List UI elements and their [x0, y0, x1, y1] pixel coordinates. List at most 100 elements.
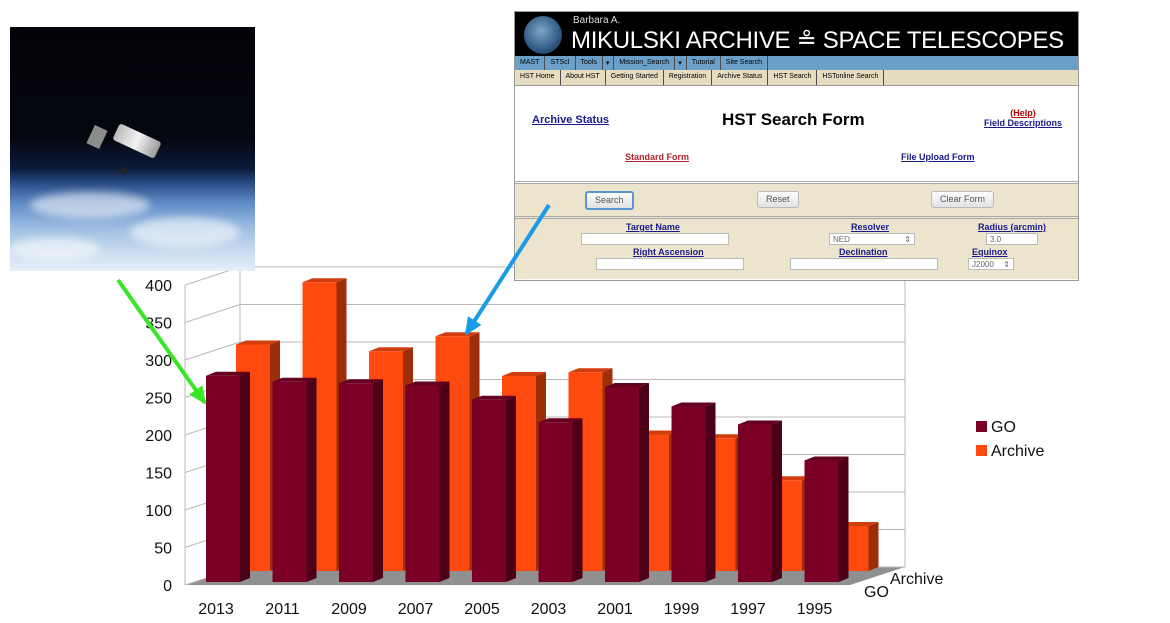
nav-item-hst-home[interactable]: HST Home [515, 70, 561, 85]
target-name-input[interactable] [581, 233, 729, 245]
equinox-select[interactable]: J2000 ⇕ [968, 258, 1014, 270]
satellite-icon [112, 123, 162, 159]
nav-item-archive-status[interactable]: Archive Status [712, 70, 769, 85]
bar-go [272, 381, 307, 582]
declination-input[interactable] [790, 258, 938, 270]
updown-icon: ⇕ [904, 235, 911, 244]
legend-swatch [976, 421, 987, 432]
chevron-down-icon[interactable]: ▾ [603, 56, 615, 70]
bar-go-side [705, 402, 716, 582]
x-tick-label: 2003 [531, 601, 567, 618]
nav-item-hst-search[interactable]: HST Search [768, 70, 818, 85]
standard-form-link[interactable]: Standard Form [625, 152, 690, 162]
nav-item-mission-search[interactable]: Mission_Search [614, 56, 676, 70]
legend-label: Archive [991, 443, 1044, 460]
bar-go [738, 424, 772, 582]
search-button[interactable]: Search [585, 191, 634, 210]
nav-item-site-search[interactable]: Site Search [721, 56, 768, 70]
right-ascension-input[interactable] [596, 258, 744, 270]
mast-header-pre: Barbara A. [573, 15, 621, 26]
bar-go-side [439, 381, 450, 582]
x-tick-label: 2001 [597, 601, 633, 618]
nav-item-hstonline-search[interactable]: HSTonline Search [817, 70, 885, 85]
resolver-select[interactable]: NED ⇕ [829, 233, 915, 245]
bar-archive-top [502, 372, 546, 376]
form-button-row: Search Reset Clear Form [515, 184, 1078, 219]
bar-go [804, 460, 839, 582]
help-link[interactable]: Help [1013, 108, 1033, 118]
bar-go [405, 385, 440, 582]
y-tick-label: 400 [145, 278, 172, 295]
nav-item-stsci[interactable]: STScI [545, 56, 576, 70]
mast-nav-primary: MAST STScI Tools ▾ Mission_Search ▾ Tuto… [515, 56, 1078, 70]
help-links: (Help) Field Descriptions [983, 108, 1062, 128]
bar-go-top [804, 456, 849, 461]
x-tick-label: 2007 [398, 601, 434, 618]
y-tick-label: 0 [163, 578, 172, 595]
mast-header-title: MIKULSKI ARCHIVE ≗ SPACE TELESCOPES [571, 27, 1064, 54]
gridline [184, 341, 905, 361]
radius-input[interactable]: 3.0 [986, 233, 1038, 245]
mast-header: Barbara A. MIKULSKI ARCHIVE ≗ SPACE TELE… [515, 12, 1078, 56]
declination-label: Declination [839, 247, 888, 257]
bar-go-side [506, 395, 516, 582]
bar-go [605, 387, 639, 582]
resolver-value: NED [833, 235, 850, 244]
y-tick-label: 50 [154, 541, 172, 558]
resolver-label: Resolver [851, 222, 890, 232]
nav-item-registration[interactable]: Registration [664, 70, 713, 85]
bar-go [671, 406, 706, 582]
x-tick-label: 2013 [198, 601, 234, 618]
depth-label-go: GO [864, 584, 889, 601]
y-tick-label: 300 [145, 353, 172, 370]
form-header: Archive Status HST Search Form (Help) Fi… [515, 86, 1078, 184]
x-tick-label: 1997 [730, 601, 766, 618]
bar-go [206, 375, 240, 582]
form-title: HST Search Form [722, 110, 865, 129]
mast-nav-secondary: HST Home About HST Getting Started Regis… [515, 70, 1078, 86]
x-tick-label: 2005 [464, 601, 500, 618]
bar-go-top [206, 371, 250, 376]
archive-status-link[interactable]: Archive Status [532, 114, 610, 126]
bar-go-side [373, 379, 383, 582]
clear-form-button[interactable]: Clear Form [931, 191, 995, 208]
nav-item-about-hst[interactable]: About HST [561, 70, 606, 85]
gridline [184, 304, 905, 323]
target-name-label: Target Name [626, 222, 680, 232]
x-tick-label: 1999 [664, 601, 700, 618]
file-upload-form-link[interactable]: File Upload Form [901, 152, 975, 162]
y-tick-label: 150 [145, 466, 172, 483]
bar-go-side [772, 420, 782, 582]
bar-go-top [671, 402, 716, 407]
x-tick-label: 1995 [797, 601, 833, 618]
y-tick-label: 350 [145, 316, 172, 333]
bar-go-side [306, 377, 317, 582]
solar-panel-icon [86, 124, 108, 150]
bar-archive-top [369, 347, 413, 352]
reset-button[interactable]: Reset [757, 191, 799, 208]
field-descriptions-link[interactable]: Field Descriptions [983, 118, 1062, 128]
bar-go-top [738, 420, 782, 425]
nav-item-tutorial[interactable]: Tutorial [687, 56, 721, 70]
bar-go-top [339, 379, 383, 384]
nav-item-tools[interactable]: Tools [576, 56, 603, 70]
bar-go-top [538, 418, 583, 423]
bar-go-top [472, 395, 516, 400]
radius-label: Radius (arcmin) [978, 222, 1047, 232]
nav-item-mast[interactable]: MAST [515, 56, 546, 70]
nav-item-getting-started[interactable]: Getting Started [606, 70, 664, 85]
equinox-value: J2000 [972, 260, 994, 269]
y-tick-label: 100 [145, 503, 172, 520]
bar-archive-side [868, 522, 879, 571]
chevron-down-icon[interactable]: ▾ [675, 56, 687, 70]
hubble-telescope-photo [10, 27, 255, 271]
bar-archive-top [568, 368, 613, 373]
bar-go-top [272, 377, 317, 382]
bar-go [538, 422, 573, 582]
search-fields: Target Name Resolver NED ⇕ Radius (arcmi… [515, 219, 1078, 279]
equinox-label: Equinox [972, 247, 1008, 257]
bar-go [339, 383, 373, 582]
legend-label: GO [991, 419, 1016, 436]
y-tick-label: 200 [145, 428, 172, 445]
